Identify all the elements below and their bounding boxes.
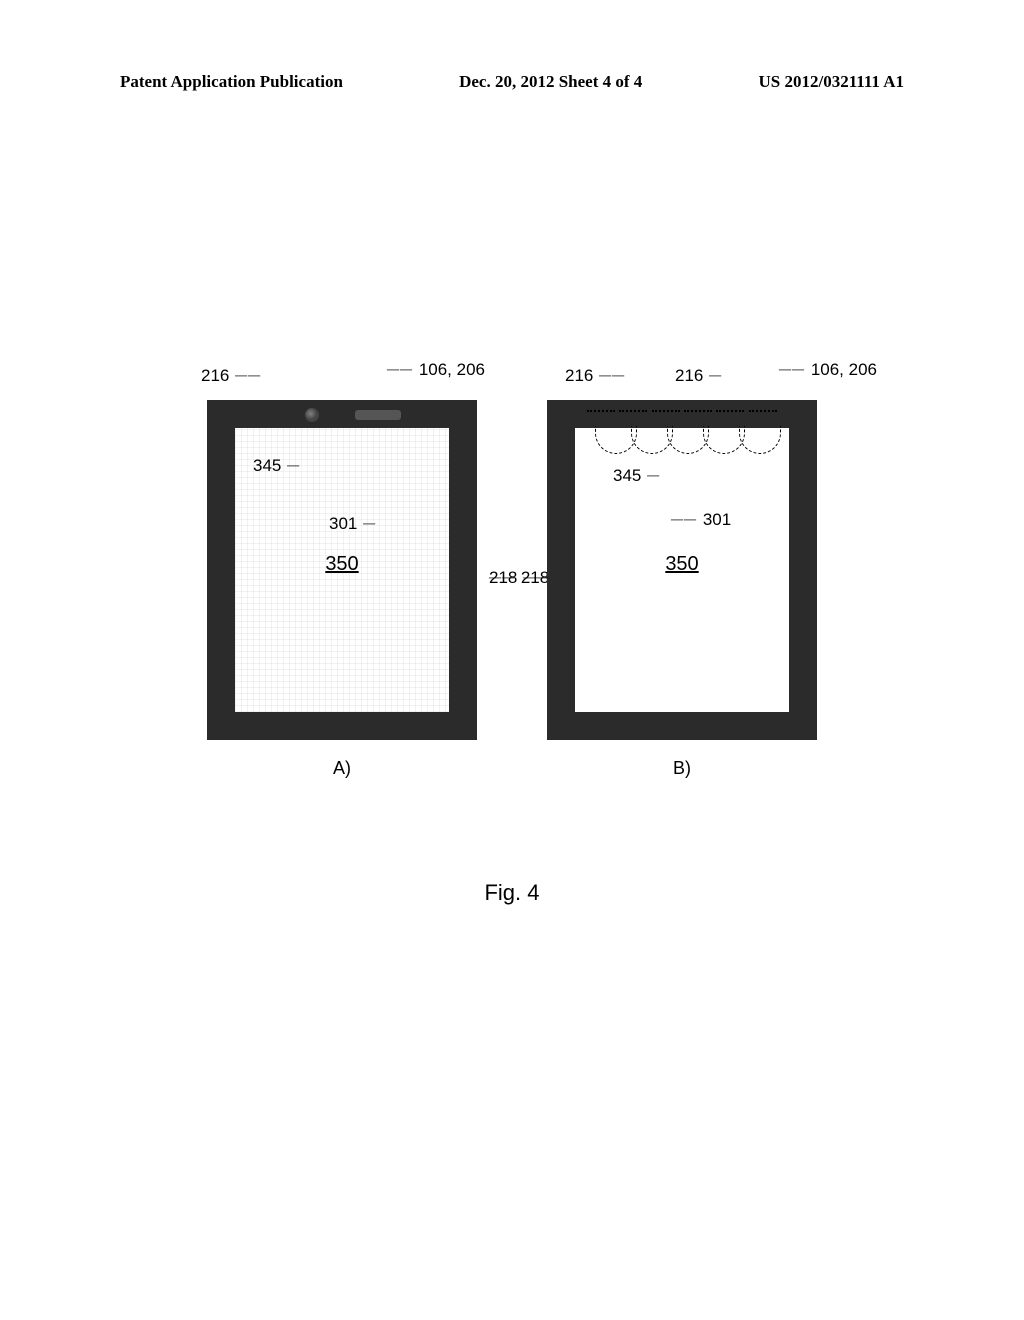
camera-icon: [305, 408, 319, 422]
ref-350-a: 350: [325, 553, 358, 576]
header-right: US 2012/0321111 A1: [759, 72, 904, 92]
panel-b: 216 ── 216 ─ ── 106, 206 345 ─ ── 301 35…: [547, 400, 817, 779]
ref-345-b: 345 ─: [613, 466, 660, 486]
header-left: Patent Application Publication: [120, 72, 343, 92]
ref-301-a: 301 ─: [329, 514, 376, 534]
ref-216-b1: 216 ──: [565, 366, 625, 386]
speaker-slot-icon: [355, 410, 401, 420]
ref-106-206-a: ── 106, 206: [387, 360, 485, 380]
page-header: Patent Application Publication Dec. 20, …: [0, 72, 1024, 92]
ref-345-a: 345 ─: [253, 456, 300, 476]
panel-a: 216 ── ── 106, 206 345 ─ 301 ─ 350 ── 21…: [207, 400, 477, 779]
figure-area: 216 ── ── 106, 206 345 ─ 301 ─ 350 ── 21…: [0, 400, 1024, 779]
ref-218-b: 218 ──: [489, 568, 549, 588]
speaker-array-icon: [585, 404, 779, 414]
sound-arcs-icon: [595, 426, 781, 454]
panel-caption-a: A): [333, 758, 351, 779]
tablet-device-a: 345 ─ 301 ─ 350: [207, 400, 477, 740]
tablet-device-b: 345 ─ ── 301 350: [547, 400, 817, 740]
header-center: Dec. 20, 2012 Sheet 4 of 4: [459, 72, 642, 92]
ref-350-b: 350: [665, 553, 698, 576]
ref-216-a: 216 ──: [201, 366, 261, 386]
ref-301-b: ── 301: [671, 510, 731, 530]
panel-caption-b: B): [673, 758, 691, 779]
figure-caption: Fig. 4: [484, 880, 539, 906]
ref-216-b2: 216 ─: [675, 366, 722, 386]
ref-106-206-b: ── 106, 206: [779, 360, 877, 380]
